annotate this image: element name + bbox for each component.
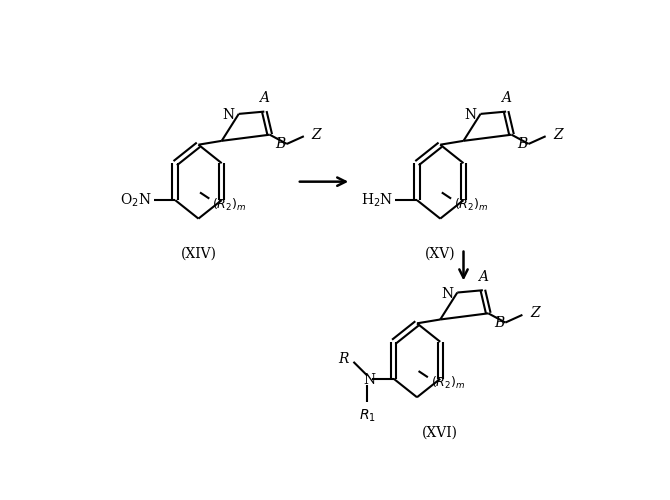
- Text: $(R_2)_m$: $(R_2)_m$: [212, 196, 247, 213]
- Text: $(R_2)_m$: $(R_2)_m$: [454, 196, 488, 213]
- Text: R: R: [338, 352, 349, 366]
- Text: Z: Z: [530, 306, 540, 320]
- Text: H$_2$N: H$_2$N: [361, 192, 394, 209]
- Text: N: N: [222, 108, 235, 122]
- Text: Z: Z: [553, 128, 563, 141]
- Text: B: B: [494, 316, 504, 330]
- Text: $(R_2)_m$: $(R_2)_m$: [431, 376, 466, 392]
- Text: B: B: [275, 137, 285, 151]
- Text: $R_1$: $R_1$: [359, 408, 376, 424]
- Text: O$_2$N: O$_2$N: [121, 192, 152, 209]
- Text: (XV): (XV): [425, 247, 456, 261]
- Text: A: A: [501, 92, 511, 106]
- Text: Z: Z: [312, 128, 321, 141]
- Text: N: N: [442, 287, 454, 301]
- Text: (XVI): (XVI): [422, 426, 458, 440]
- Text: N: N: [363, 374, 375, 388]
- Text: (XIV): (XIV): [180, 247, 216, 261]
- Text: B: B: [517, 137, 527, 151]
- Text: A: A: [478, 270, 488, 284]
- Text: A: A: [259, 92, 269, 106]
- Text: N: N: [464, 108, 476, 122]
